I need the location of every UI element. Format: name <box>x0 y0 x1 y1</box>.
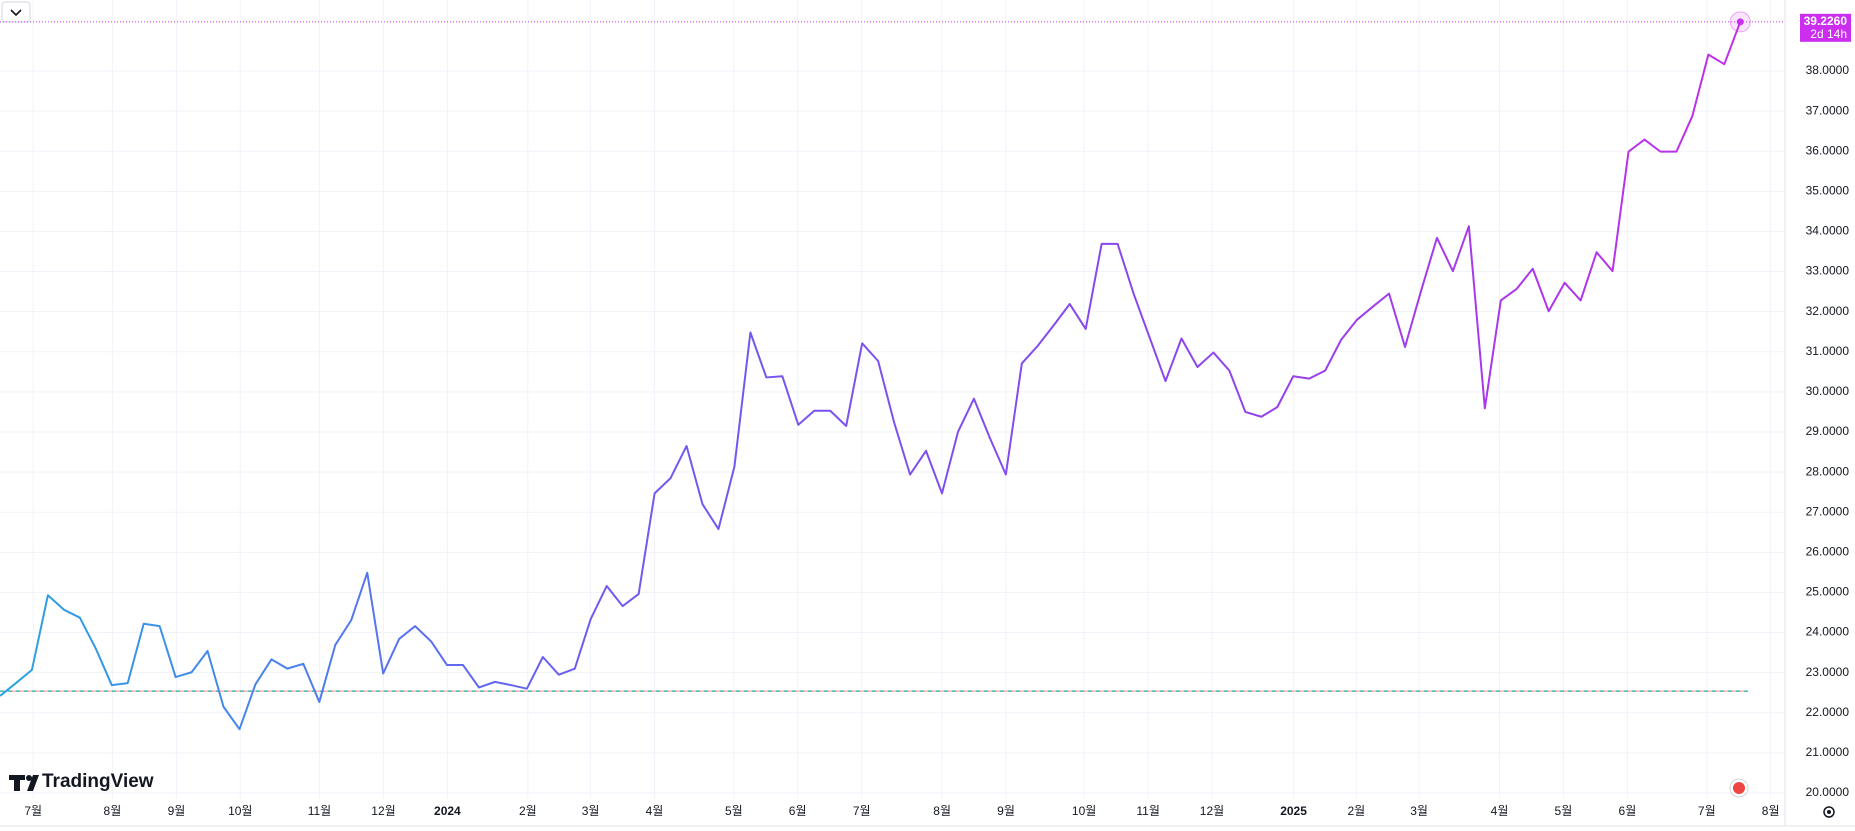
flag-icon[interactable] <box>1729 778 1749 798</box>
y-tick-label: 25.0000 <box>1806 585 1850 599</box>
x-tick-label: 10월 <box>228 804 252 818</box>
y-tick-label: 30.0000 <box>1806 384 1850 398</box>
y-tick-label: 28.0000 <box>1806 464 1850 478</box>
x-tick-label: 12월 <box>371 804 395 818</box>
x-tick-label: 3월 <box>1410 804 1428 818</box>
x-tick-label: 6월 <box>1619 804 1637 818</box>
countdown-label: 2d 14h <box>1810 27 1847 41</box>
y-tick-label: 37.0000 <box>1806 103 1850 117</box>
last-price-label: 39.2260 <box>1804 14 1848 28</box>
x-tick-label: 8월 <box>1762 804 1780 818</box>
x-tick-label: 8월 <box>933 804 951 818</box>
y-tick-label: 29.0000 <box>1806 424 1850 438</box>
y-tick-label: 24.0000 <box>1806 625 1850 639</box>
x-tick-label: 9월 <box>997 804 1015 818</box>
brand: TradingView <box>42 771 154 792</box>
x-tick-label: 2024 <box>434 804 461 818</box>
last-price-tag <box>1800 13 1851 42</box>
x-tick-label: 2025 <box>1280 804 1307 818</box>
last-point <box>1736 18 1744 26</box>
y-tick-label: 32.0000 <box>1806 304 1850 318</box>
y-tick-label: 35.0000 <box>1806 183 1850 197</box>
x-tick-label: 4월 <box>1491 804 1509 818</box>
y-tick-label: 33.0000 <box>1806 264 1850 278</box>
price-line <box>0 21 1742 731</box>
y-tick-label: 26.0000 <box>1806 544 1850 558</box>
x-tick-label: 5월 <box>725 804 743 818</box>
x-tick-label: 12월 <box>1200 804 1224 818</box>
y-tick-label: 31.0000 <box>1806 344 1850 358</box>
y-tick-label: 27.0000 <box>1806 504 1850 518</box>
x-tick-label: 10월 <box>1072 804 1096 818</box>
y-tick-label: 21.0000 <box>1806 745 1850 759</box>
x-tick-label: 11월 <box>308 804 332 818</box>
x-tick-label: 2월 <box>519 804 537 818</box>
x-tick-label: 11월 <box>1136 804 1160 818</box>
y-tick-label: 38.0000 <box>1806 63 1850 77</box>
menu-button[interactable] <box>1 1 31 23</box>
x-tick-label: 5월 <box>1555 804 1573 818</box>
y-tick-label: 34.0000 <box>1806 224 1850 238</box>
x-tick-label: 8월 <box>104 804 122 818</box>
x-tick-label: 7월 <box>24 804 42 818</box>
x-tick-label: 7월 <box>853 804 871 818</box>
y-tick-label: 20.0000 <box>1806 785 1850 799</box>
x-tick-label: 3월 <box>582 804 600 818</box>
y-tick-label: 36.0000 <box>1806 143 1850 157</box>
x-tick-label: 4월 <box>646 804 664 818</box>
x-tick-label: 6월 <box>789 804 807 818</box>
x-tick-label: 2월 <box>1347 804 1365 818</box>
settings-icon[interactable] <box>1823 806 1835 818</box>
logo: TradingView <box>9 771 154 792</box>
x-tick-label: 7월 <box>1698 804 1716 818</box>
y-tick-label: 22.0000 <box>1806 705 1850 719</box>
y-tick-label: 23.0000 <box>1806 665 1850 679</box>
x-tick-label: 9월 <box>168 804 186 818</box>
